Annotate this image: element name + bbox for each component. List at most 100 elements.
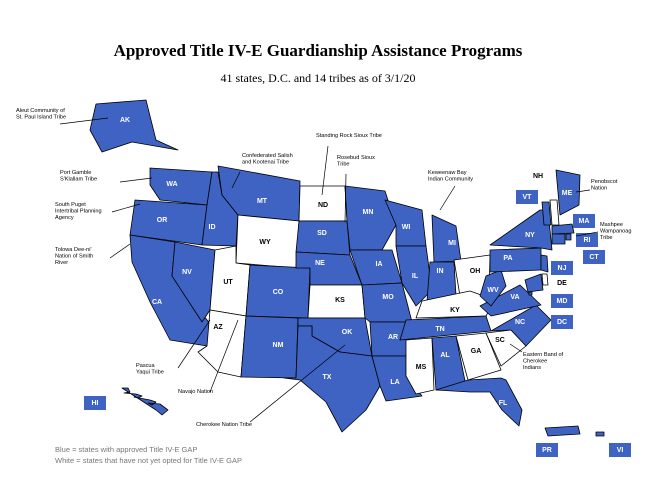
leader-line bbox=[119, 177, 153, 183]
state bbox=[240, 315, 299, 379]
state-label: MO bbox=[382, 294, 394, 301]
tribe-label-line: Wampanoag bbox=[600, 229, 632, 235]
tribe-label-line: and Kootenai Tribe bbox=[242, 160, 289, 166]
state bbox=[283, 325, 381, 433]
state bbox=[540, 254, 549, 273]
tribe-label-line: Intertribal Planning bbox=[55, 209, 102, 215]
tribe-label-line: St. Paul Island Tribe bbox=[16, 115, 66, 121]
state-label: IN bbox=[437, 268, 444, 275]
state-label: AZ bbox=[213, 324, 223, 331]
state-label: VA bbox=[510, 294, 519, 301]
state bbox=[295, 220, 351, 256]
state bbox=[455, 332, 502, 381]
state bbox=[405, 337, 435, 395]
state-label: NY bbox=[525, 232, 535, 239]
state bbox=[595, 431, 605, 437]
state-label: NE bbox=[315, 260, 325, 267]
state-label: HI bbox=[92, 400, 99, 407]
state-label: MD bbox=[557, 298, 568, 305]
leader-line bbox=[231, 171, 241, 189]
tribe-label-line: Penobscot bbox=[591, 179, 618, 185]
state bbox=[395, 245, 433, 307]
tribe-label: Navajo Nation bbox=[178, 389, 213, 395]
tribe-label-line: Tolowa Dee-ni' bbox=[55, 247, 92, 253]
state-label: NC bbox=[515, 319, 525, 326]
state-label: CT bbox=[589, 254, 599, 261]
state-label: VT bbox=[523, 194, 533, 201]
state-label: UT bbox=[223, 279, 233, 286]
state bbox=[431, 214, 462, 263]
tribe-label: Mashpee Wampanoag Tribe bbox=[600, 222, 632, 241]
state bbox=[565, 233, 572, 241]
label-box bbox=[551, 294, 573, 308]
state-label: SD bbox=[317, 230, 327, 237]
state-label: WY bbox=[259, 239, 271, 246]
state-label: WV bbox=[487, 287, 499, 294]
state-label: MI bbox=[448, 240, 456, 247]
tribe-label-line: Standing Rock Sioux Tribe bbox=[316, 133, 382, 139]
state bbox=[479, 284, 542, 317]
tribe-label-line: South Puget bbox=[55, 202, 86, 208]
state bbox=[544, 425, 581, 437]
state bbox=[171, 241, 216, 323]
tribe-label-line: Port Gamble bbox=[60, 170, 91, 176]
state bbox=[490, 304, 552, 347]
tribe-label: Standing Rock Sioux Tribe bbox=[316, 133, 382, 139]
leader-line bbox=[575, 231, 599, 237]
state bbox=[435, 377, 523, 427]
state bbox=[149, 167, 213, 206]
state-label: MA bbox=[579, 218, 590, 225]
state-label: MT bbox=[257, 198, 268, 205]
tribe-label-line: Yaqui Tribe bbox=[136, 370, 164, 376]
state-label: DE bbox=[557, 280, 567, 287]
legend-entry: Blue = states with approved Title IV-E G… bbox=[55, 445, 197, 454]
label-box bbox=[516, 190, 538, 204]
state-label: CO bbox=[273, 289, 284, 296]
tribe-label: Confederated Salish and Kootenai Tribe bbox=[242, 153, 293, 166]
state-label: KS bbox=[335, 297, 345, 304]
state bbox=[551, 223, 575, 235]
label-box bbox=[576, 233, 598, 247]
state-label: RI bbox=[584, 237, 591, 244]
state bbox=[541, 201, 552, 226]
label-box bbox=[536, 443, 558, 457]
state-label: PR bbox=[542, 447, 552, 454]
tribe-label: Aleut Community of St. Paul Island Tribe bbox=[16, 108, 66, 121]
state-label: TN bbox=[435, 326, 444, 333]
state-label: LA bbox=[390, 379, 399, 386]
tribe-label-line: Cherokee Nation Tribe bbox=[196, 422, 252, 428]
leader-line bbox=[575, 189, 591, 193]
state-label: OK bbox=[342, 329, 353, 336]
leader-line bbox=[249, 344, 346, 423]
tribe-label-line: Mashpee bbox=[600, 222, 623, 228]
state-label: WI bbox=[402, 224, 411, 231]
state-label: MS bbox=[416, 364, 427, 371]
tribe-label-line: S'Klallam Tribe bbox=[60, 177, 97, 183]
state bbox=[361, 282, 413, 323]
state bbox=[121, 387, 169, 416]
state-label: CA bbox=[152, 299, 162, 306]
tribe-label: Cherokee Nation Tribe bbox=[196, 422, 252, 428]
leader-line bbox=[439, 185, 456, 211]
state bbox=[551, 233, 566, 245]
state-label: VI bbox=[617, 447, 624, 454]
leader-line bbox=[509, 343, 523, 353]
state-label: OR bbox=[157, 217, 168, 224]
leader-line bbox=[177, 319, 211, 369]
state-label: AK bbox=[120, 117, 130, 124]
tribe-label: Port Gamble S'Klallam Tribe bbox=[60, 170, 97, 183]
tribe-label: Tolowa Dee-ni' Nation of Smith River bbox=[55, 247, 93, 266]
tribe-label-line: Nation bbox=[591, 186, 607, 192]
labels: WA OR CA NV ID MT WY UT AZ CO NM ND SD NE KS OK TX MN IA MO… bbox=[16, 108, 632, 457]
state-label: SC bbox=[495, 337, 505, 344]
tribe-label-line: Keweenaw Bay bbox=[428, 170, 467, 176]
label-box bbox=[573, 214, 595, 228]
title: Approved Title IV-E Guardianship Assista… bbox=[114, 41, 523, 60]
label-box bbox=[551, 261, 573, 275]
tribe-label-line: Tribe bbox=[337, 162, 350, 168]
state-label: IL bbox=[412, 273, 419, 280]
state-label: ME bbox=[562, 190, 573, 197]
tribe-label-line: Indian Community bbox=[428, 177, 473, 183]
state-label: ID bbox=[209, 224, 216, 231]
state-label: NH bbox=[533, 173, 543, 180]
